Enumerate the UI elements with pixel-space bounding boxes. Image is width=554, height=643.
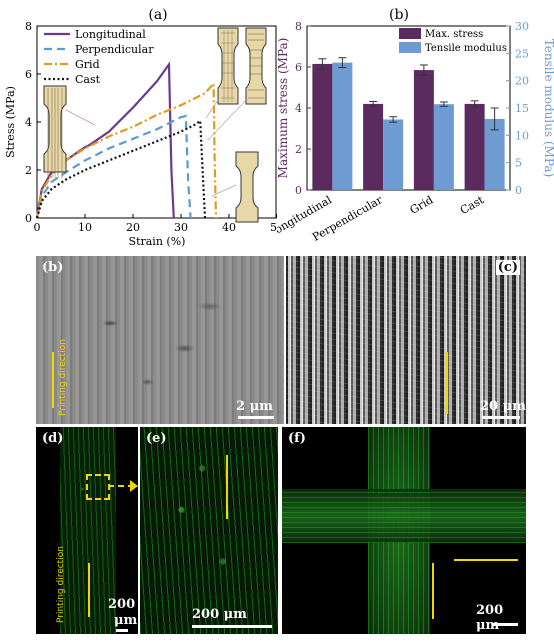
- printing-direction-line-b: [52, 352, 54, 408]
- x-tick-label-a: 10: [78, 221, 92, 234]
- y-tick-label-a: 8: [25, 20, 32, 33]
- y-axis-label-a: Stress (MPa): [4, 86, 17, 158]
- x-tick-label-a: 40: [222, 221, 236, 234]
- specimen-inset-grid: [217, 27, 239, 105]
- chart-b: (b) 0 2 4 6 8 0 5 10 15 20 25 30 Maximum stress (MPa…: [277, 7, 554, 244]
- printing-direction-label-d: Printing direction: [56, 546, 66, 623]
- specimen-inset-longitudinal: [43, 85, 67, 178]
- legend-label-b: Tensile modulus: [425, 43, 507, 54]
- y2-tick-label-b: 20: [515, 75, 529, 88]
- panel-label-e: (e): [146, 431, 167, 446]
- printing-direction-line-f-horizontal: [454, 559, 518, 561]
- printing-direction-line-e: [226, 455, 228, 519]
- y-tick-label-a: 0: [25, 212, 32, 225]
- chart-a: (a) 0 10 20 30 40 50 0 2 4 6 8 Strain (%) Stress (MP…: [4, 7, 277, 248]
- x-tick-label-a: 0: [34, 221, 41, 234]
- fluorescence-image-d: (d) Printing direction 200 μm: [36, 427, 138, 634]
- panel-label-c: (c): [495, 260, 520, 275]
- specimen-inset-cast: [235, 151, 259, 223]
- plot-frame-a: [36, 25, 277, 219]
- y2-tick-label-b: 5: [515, 157, 522, 170]
- scale-bar-f: [492, 623, 518, 626]
- grid-horizontal-strand-f: [282, 489, 526, 543]
- bar-tensile-modulusperpendicular: [383, 119, 404, 190]
- category-label-cast: Cast: [458, 193, 487, 217]
- legend-swatch-b: [399, 28, 421, 39]
- y2-tick-label-b: 0: [515, 184, 522, 197]
- scale-bar-e: [192, 625, 272, 628]
- y-tick-label-a: 2: [25, 164, 32, 177]
- y-axis-label-b: Maximum stress (MPa): [277, 38, 290, 179]
- series-line-cast: [35, 118, 207, 219]
- bar-max-stresscast: [464, 103, 485, 190]
- scale-bar-c: [482, 416, 520, 419]
- bar-max-stresslongitudinal: [312, 63, 333, 190]
- printing-direction-line-c: [446, 352, 448, 414]
- zoom-arrow-d: [108, 485, 134, 487]
- bar-max-stressgrid: [413, 70, 434, 190]
- fluorescence-image-e: (e) 200 μm: [140, 427, 278, 634]
- x-tick-label-a: 20: [126, 221, 140, 234]
- legend-label-grid: Grid: [75, 58, 100, 71]
- scale-bar-label-b: 2 μm: [236, 399, 273, 414]
- y2-tick-label-b: 25: [515, 47, 529, 60]
- legend-label-cast: Cast: [75, 73, 101, 86]
- y-tick-label-b: 8: [295, 20, 302, 33]
- legend-label-b: Max. stress: [425, 29, 483, 40]
- panel-label-b: (b): [42, 260, 64, 275]
- fluorescence-image-f: (f) 200 μm: [282, 427, 526, 634]
- y-tick-label-b: 4: [295, 102, 302, 115]
- series-line-longitudinal: [35, 61, 175, 219]
- y-tick-label-b: 6: [295, 61, 302, 74]
- y2-tick-label-b: 30: [515, 20, 529, 33]
- panel-label-a: (a): [148, 7, 167, 23]
- scale-bar-label-f: 200 μm: [476, 603, 504, 633]
- y2-tick-label-b: 15: [515, 102, 529, 115]
- category-label-grid: Grid: [408, 193, 436, 217]
- scale-bar-d: [116, 629, 128, 632]
- y-tick-label-a: 6: [25, 68, 32, 81]
- scale-bar-label-e: 200 μm: [192, 607, 247, 622]
- printing-direction-label-b: Printing direction: [58, 339, 68, 416]
- specimen-inset-perpendicular: [245, 27, 267, 105]
- zoom-box-d: [86, 474, 110, 500]
- y2-axis-label-b: Tensile modulus (MPa): [542, 39, 554, 178]
- legend-swatch-b: [399, 42, 421, 53]
- scale-bar-label-d-bottom: μm: [114, 613, 138, 628]
- panel-label-b-chart: (b): [389, 7, 409, 23]
- printing-direction-line-d: [88, 563, 90, 617]
- bar-tensile-modulusgrid: [433, 104, 454, 190]
- bar-tensile-moduluslongitudinal: [332, 62, 353, 191]
- sem-image-b: (b) Printing direction 2 μm: [36, 256, 284, 424]
- panel-label-d: (d): [42, 431, 64, 446]
- y-tick-label-b: 0: [295, 184, 302, 197]
- printing-direction-line-f-vertical: [432, 563, 434, 619]
- panel-label-f: (f): [288, 431, 306, 446]
- fiber-overlay-c: [286, 256, 526, 424]
- scale-bar-label-d-top: 200: [108, 597, 136, 612]
- bar-tensile-moduluscast: [484, 118, 505, 190]
- x-tick-label-a: 30: [174, 221, 188, 234]
- y-tick-label-a: 4: [25, 116, 32, 129]
- legend-label-longitudinal: Longitudinal: [75, 28, 146, 41]
- x-axis-label-a: Strain (%): [129, 235, 186, 248]
- bar-max-stressperpendicular: [363, 103, 384, 190]
- legend-label-perpendicular: Perpendicular: [75, 43, 154, 56]
- y-tick-label-b: 2: [295, 143, 302, 156]
- scale-bar-label-c: 20 μm: [480, 399, 526, 414]
- sem-image-c: (c) 20 μm: [286, 256, 526, 424]
- series-line-perpendicular: [35, 114, 192, 219]
- y2-tick-label-b: 10: [515, 129, 529, 142]
- scale-bar-b: [238, 416, 274, 419]
- x-tick-label-a: 50: [270, 221, 277, 234]
- zoom-arrow-head-d: [130, 480, 138, 492]
